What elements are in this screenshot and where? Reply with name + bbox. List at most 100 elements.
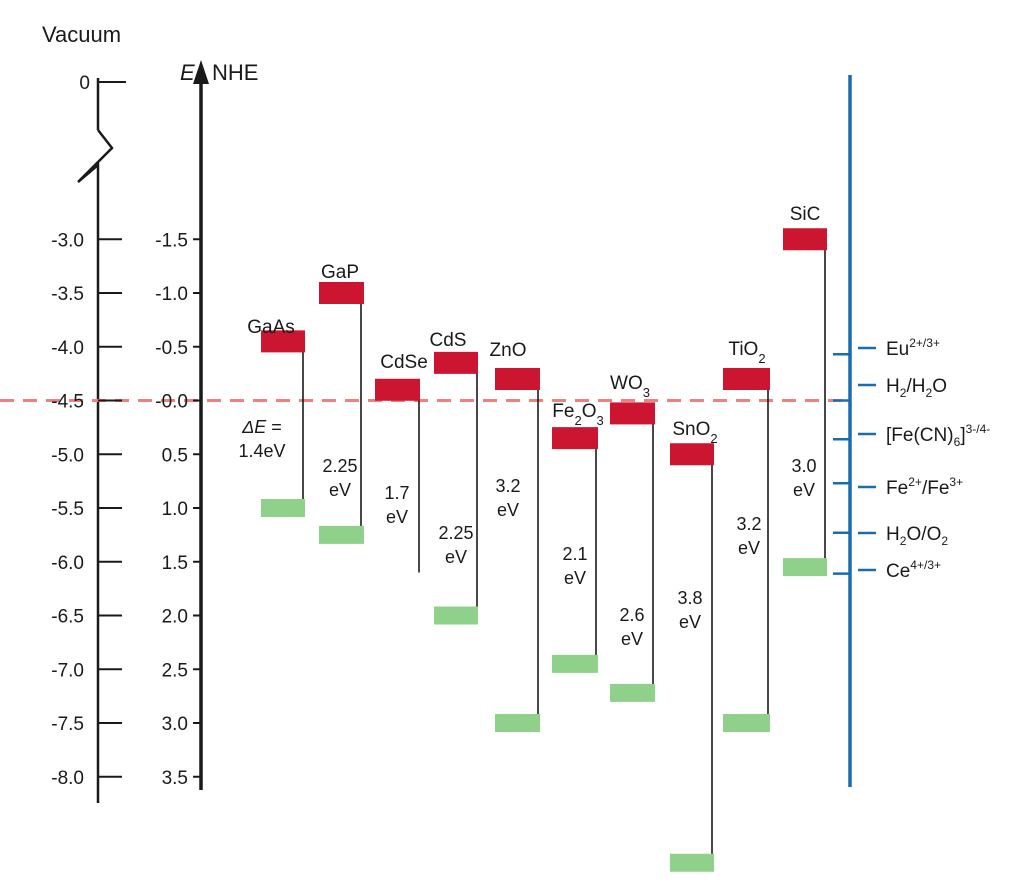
vacuum-axis-break [77, 129, 114, 183]
redox-couple: Eu2+/3+ [833, 336, 940, 360]
vacuum-tick-label: -6.0 [51, 553, 84, 574]
band-gap-label: eV [564, 568, 586, 588]
vacuum-axis-ticks: -3.0 -3.5 -4.0 -4.5 -5.0 -5.5 -6.0 -6.5 -7.0 -7.5… [51, 230, 122, 789]
band-gap-label: eV [386, 507, 408, 527]
band-gap-label: 2.6 [619, 605, 644, 625]
band-gap-label: eV [497, 500, 519, 520]
band-gap-label: eV [445, 547, 467, 567]
nhe-tick-label: 3.5 [162, 768, 188, 789]
redox-label: Fe2+ /Fe3+ [886, 475, 963, 499]
redox-label: Eu2+/3+ [886, 336, 940, 360]
band-gap-label: 3.2 [495, 476, 520, 496]
band-gap-label: eV [738, 538, 760, 558]
band-gap-label: 3.2 [736, 514, 761, 534]
semiconductor-name: GaP [321, 262, 359, 283]
redox-couple: Ce4+/3+ [833, 558, 941, 582]
redox-label: [Fe(CN)6 ]3-/4- [886, 422, 990, 449]
band-gap-label: eV [793, 480, 815, 500]
redox-label: H2 O/O2 [886, 524, 948, 548]
valence-band [610, 683, 655, 702]
vacuum-tick-label: -5.0 [51, 445, 84, 466]
redox-couple: Fe2+ /Fe3+ [833, 475, 963, 499]
vacuum-tick-label: -3.5 [51, 284, 84, 305]
nhe-tick-label: -1.0 [155, 284, 188, 305]
conduction-band [783, 228, 827, 251]
vacuum-tick-label: -4.5 [51, 392, 84, 413]
semiconductor-cds: CdS 2.25 eV [430, 330, 478, 625]
nhe-tick-label: 3.0 [162, 714, 188, 735]
conduction-band [375, 378, 420, 401]
nhe-axis-nhe-label: NHE [212, 60, 258, 85]
band-gap-label: ΔE = [241, 417, 282, 437]
nhe-axis-ticks: -1.5 -1.0 -0.5 -0.0 0.5 1.0 1.5 2.0 2.5 3.0 3.5 [155, 230, 201, 789]
valence-band [261, 499, 305, 517]
valence-band [495, 714, 540, 732]
nhe-tick-label: -0.0 [155, 392, 188, 413]
semiconductor-gaas: GaAs ΔE = 1.4eV [238, 317, 305, 517]
band-gap-label: eV [679, 612, 701, 632]
redox-couple: H2 O/O2 [833, 524, 948, 548]
band-gap-label: 1.7 [384, 483, 409, 503]
vacuum-tick-label: -5.5 [51, 499, 84, 520]
semiconductor-zno: ZnO 3.2 eV [490, 340, 540, 732]
semiconductor-name: SiC [790, 204, 821, 225]
semiconductor-name: CdSe [380, 352, 428, 373]
semiconductor-sno2: SnO2 3.8 eV [670, 419, 718, 872]
band-gap-label: 3.0 [791, 456, 816, 476]
semiconductor-bands: GaAs ΔE = 1.4eV GaP 2.25 eV CdSe 1.7 eV CdS 2.25 eV… [238, 204, 827, 872]
valence-band [319, 525, 364, 544]
band-gap-label: 2.25 [438, 523, 473, 543]
semiconductor-name: ZnO [490, 340, 527, 361]
nhe-tick-label: 1.5 [162, 553, 188, 574]
vacuum-tick-label: -3.0 [51, 230, 84, 251]
semiconductor-name: CdS [430, 330, 467, 351]
valence-band [783, 558, 827, 577]
band-gap-label: 2.1 [562, 544, 587, 564]
nhe-axis-e-label: E [180, 60, 195, 85]
semiconductor-wo3: WO3 2.6 eV [610, 373, 655, 702]
band-gap-label: eV [329, 480, 351, 500]
semiconductor-name: TiO2 [728, 339, 765, 366]
nhe-tick-label: 0.5 [162, 445, 188, 466]
semiconductor-name: SnO2 [672, 419, 717, 446]
nhe-axis-arrow [193, 60, 209, 84]
vacuum-tick-label: -8.0 [51, 768, 84, 789]
redox-couple: [Fe(CN)6 ]3-/4- [833, 422, 990, 449]
valence-band [723, 714, 770, 732]
conduction-band [319, 282, 364, 304]
nhe-tick-label: -0.5 [155, 338, 188, 359]
band-gap-label: 1.4eV [238, 441, 285, 461]
band-gap-label: 2.25 [322, 456, 357, 476]
conduction-band [552, 427, 598, 450]
semiconductor-cdse: CdSe 1.7 eV [375, 352, 428, 573]
valence-band [434, 606, 478, 625]
valence-band [552, 654, 598, 673]
nhe-tick-label: 2.5 [162, 660, 188, 681]
redox-couples: Eu2+/3+ H2 /H2 O [Fe(CN)6 ]3-/4- Fe2+ /Fe… [833, 336, 990, 582]
nhe-tick-label: 1.0 [162, 499, 188, 520]
band-gap-label: 3.8 [677, 588, 702, 608]
redox-couple: H2 /H2 O [833, 376, 947, 402]
vacuum-tick-label: -7.0 [51, 660, 84, 681]
valence-band [670, 853, 714, 872]
nhe-tick-label: -1.5 [155, 230, 188, 251]
nhe-tick-label: 2.0 [162, 607, 188, 628]
conduction-band [670, 443, 714, 466]
semiconductor-name: WO3 [610, 373, 650, 400]
semiconductor-tio2: TiO2 3.2 eV [723, 339, 770, 732]
conduction-band [610, 402, 655, 425]
conduction-band [723, 368, 770, 390]
vacuum-axis-label: Vacuum [42, 22, 121, 47]
semiconductor-name: GaAs [247, 317, 295, 338]
conduction-band [261, 330, 305, 353]
vacuum-tick-label: -7.5 [51, 714, 84, 735]
conduction-band [434, 351, 478, 374]
semiconductor-sic: SiC 3.0 eV [783, 204, 827, 577]
redox-label: H2 /H2 O [886, 376, 947, 400]
semiconductor-fe2o3: Fe2O3 2.1 eV [552, 401, 604, 673]
vacuum-tick-label: -6.5 [51, 607, 84, 628]
redox-label: Ce4+/3+ [886, 558, 941, 582]
band-gap-label: eV [621, 629, 643, 649]
